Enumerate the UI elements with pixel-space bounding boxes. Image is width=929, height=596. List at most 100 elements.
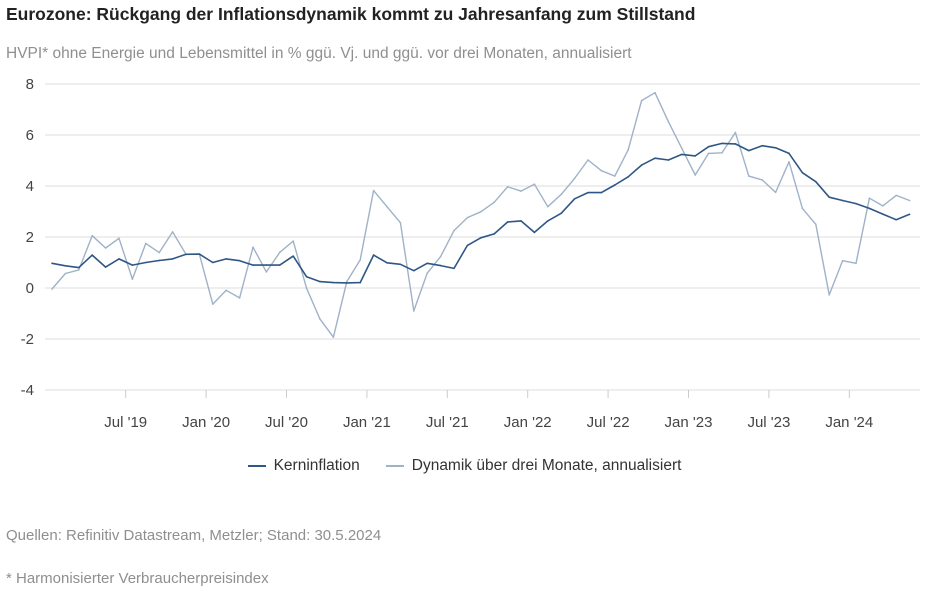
data-point-dynamik <box>667 120 670 123</box>
data-point-dynamik <box>560 193 562 196</box>
y-tick-label: 8 <box>26 76 34 93</box>
data-point-kerninflation <box>346 282 348 284</box>
data-point-kerninflation <box>305 275 308 278</box>
x-tick-label: Jul '19 <box>104 414 147 431</box>
legend-item-kerninflation[interactable]: Kerninflation <box>247 457 360 475</box>
series-line-dynamik <box>51 91 910 338</box>
data-point-dynamik <box>292 240 295 242</box>
data-point-dynamik <box>721 152 723 154</box>
data-point-kerninflation <box>801 171 804 174</box>
series-line-kerninflation <box>51 142 910 284</box>
data-point-kerninflation <box>453 267 455 270</box>
data-point-dynamik <box>158 251 160 254</box>
data-point-kerninflation <box>185 253 187 256</box>
chart-title: Eurozone: Rückgang der Inflationsdynamik… <box>6 4 696 24</box>
data-point-kerninflation <box>882 213 884 215</box>
data-point-kerninflation <box>573 197 576 200</box>
data-point-kerninflation <box>654 157 656 160</box>
y-tick-label: 0 <box>26 280 34 297</box>
data-point-dynamik <box>895 194 897 197</box>
data-point-kerninflation <box>399 263 402 266</box>
data-point-dynamik <box>480 210 482 213</box>
data-point-kerninflation <box>734 143 737 145</box>
data-point-kerninflation <box>91 254 93 256</box>
data-point-kerninflation <box>640 164 643 166</box>
y-tick-label: 4 <box>26 178 34 195</box>
data-point-dynamik <box>882 205 884 207</box>
data-point-kerninflation <box>426 262 429 265</box>
data-point-dynamik <box>855 262 857 265</box>
data-point-dynamik <box>587 159 589 161</box>
data-point-kerninflation <box>895 218 897 221</box>
data-point-kerninflation <box>761 144 763 147</box>
data-point-dynamik <box>305 287 308 290</box>
data-point-kerninflation <box>225 258 227 260</box>
line-chart: 8 6 4 2 0 -2 -4 Jul '19 Jan '20 Jul '20 Jan '21 Jul… <box>21 76 920 431</box>
data-point-dynamik <box>828 294 830 296</box>
source-note: Quellen: Refinitiv Datastream, Metzler; … <box>6 527 382 544</box>
footnote: * Harmonisierter Verbraucherpreisindex <box>6 570 269 587</box>
data-point-dynamik <box>252 246 254 248</box>
data-point-dynamik <box>600 169 603 172</box>
data-point-kerninflation <box>198 253 201 255</box>
data-point-dynamik <box>694 174 696 176</box>
data-point-kerninflation <box>319 280 321 283</box>
data-point-dynamik <box>399 221 402 224</box>
data-point-kerninflation <box>104 266 107 268</box>
data-point-dynamik <box>627 148 629 151</box>
legend-label: Kerninflation <box>273 457 360 474</box>
data-point-dynamik <box>815 223 817 226</box>
data-point-kerninflation <box>855 202 857 205</box>
data-point-dynamik <box>453 229 455 232</box>
data-point-dynamik <box>868 197 871 200</box>
legend-item-dynamik[interactable]: Dynamik über drei Monate, annualisiert <box>385 457 681 475</box>
data-point-dynamik <box>64 272 67 275</box>
data-point-dynamik <box>761 179 763 181</box>
data-point-dynamik <box>439 255 442 258</box>
x-tick-label: Jul '23 <box>747 414 790 431</box>
data-point-dynamik <box>332 336 335 339</box>
data-point-kerninflation <box>332 281 335 284</box>
data-point-kerninflation <box>145 261 147 264</box>
data-point-kerninflation <box>748 149 750 152</box>
data-point-dynamik <box>118 237 120 240</box>
data-point-kerninflation <box>238 259 241 262</box>
data-point-dynamik <box>78 269 80 271</box>
data-point-dynamik <box>413 310 415 312</box>
data-point-kerninflation <box>587 191 589 194</box>
data-point-kerninflation <box>627 176 629 178</box>
data-point-dynamik <box>533 183 536 186</box>
data-point-kerninflation <box>533 231 536 234</box>
data-point-kerninflation <box>828 196 830 199</box>
data-point-kerninflation <box>171 258 174 260</box>
x-tick-label: Jul '20 <box>265 414 308 431</box>
data-point-dynamik <box>238 297 241 299</box>
data-point-dynamik <box>573 177 576 180</box>
chart-subtitle: HVPI* ohne Energie und Lebensmittel in %… <box>6 45 632 62</box>
data-point-dynamik <box>426 272 429 275</box>
data-point-kerninflation <box>868 207 871 210</box>
data-point-kerninflation <box>908 213 911 216</box>
data-point-dynamik <box>319 318 321 320</box>
data-point-kerninflation <box>600 191 603 194</box>
data-point-kerninflation <box>815 180 817 183</box>
data-point-dynamik <box>493 201 496 204</box>
data-point-kerninflation <box>681 153 683 156</box>
legend: Kerninflation Dynamik über drei Monate, … <box>0 457 929 475</box>
data-point-dynamik <box>466 216 469 219</box>
data-point-dynamik <box>265 271 268 273</box>
data-point-dynamik <box>506 185 509 188</box>
data-point-kerninflation <box>493 233 496 235</box>
data-point-dynamik <box>372 189 375 192</box>
x-tick-label: Jul '21 <box>426 414 469 431</box>
x-tick-label: Jan '24 <box>825 414 873 431</box>
y-tick-label: 6 <box>26 127 34 144</box>
data-point-dynamik <box>774 191 777 194</box>
legend-swatch-dynamik <box>385 465 404 467</box>
data-point-kerninflation <box>413 269 415 272</box>
data-point-dynamik <box>386 205 388 208</box>
data-point-kerninflation <box>372 254 375 256</box>
data-point-kerninflation <box>118 258 120 260</box>
data-point-dynamik <box>908 199 911 202</box>
data-point-kerninflation <box>158 259 160 262</box>
